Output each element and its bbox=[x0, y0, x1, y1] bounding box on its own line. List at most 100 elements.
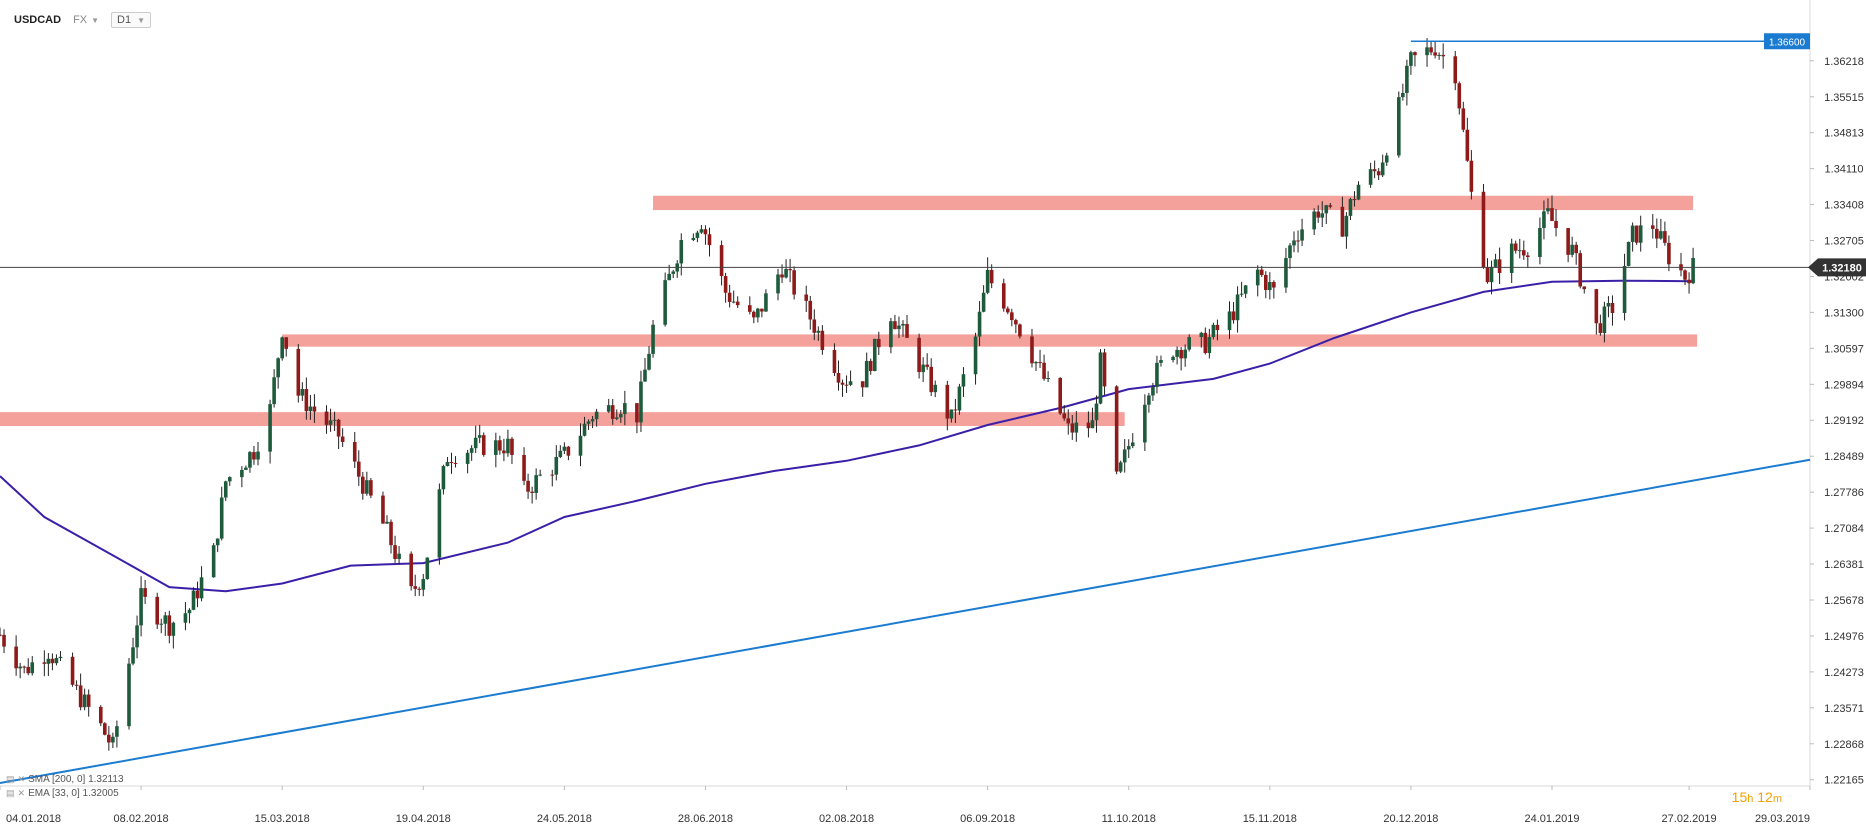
candle bbox=[1380, 154, 1385, 178]
candle bbox=[183, 602, 188, 631]
candle bbox=[26, 658, 31, 676]
candle bbox=[727, 284, 732, 308]
candle bbox=[498, 435, 502, 455]
candle bbox=[929, 358, 934, 396]
candle bbox=[897, 316, 901, 338]
candle bbox=[244, 465, 248, 470]
candle bbox=[1312, 208, 1316, 236]
candle bbox=[223, 480, 228, 502]
y-tick-label: 1.29192 bbox=[1824, 415, 1864, 427]
candle bbox=[945, 380, 950, 431]
candle bbox=[832, 343, 837, 377]
candle bbox=[1098, 349, 1103, 405]
candle bbox=[1066, 409, 1071, 435]
candle bbox=[1324, 204, 1329, 224]
candle bbox=[719, 240, 724, 286]
candle bbox=[752, 310, 756, 324]
candle bbox=[1074, 410, 1079, 442]
y-tick-label: 1.28489 bbox=[1824, 451, 1864, 463]
candle bbox=[252, 445, 256, 465]
candle bbox=[606, 398, 611, 413]
indicator-legend-sma[interactable]: ▤ ✕ SMA [200, 0] 1.32113 bbox=[6, 774, 124, 785]
candle bbox=[1058, 377, 1063, 416]
candle bbox=[481, 432, 486, 457]
candle bbox=[760, 308, 764, 318]
candle bbox=[1130, 433, 1135, 449]
close-icon[interactable]: ✕ bbox=[17, 788, 26, 798]
list-icon[interactable]: ▤ bbox=[6, 788, 15, 798]
candle bbox=[1610, 295, 1615, 326]
candle bbox=[1594, 288, 1599, 335]
y-tick-label: 1.30597 bbox=[1824, 343, 1864, 355]
candle bbox=[1034, 361, 1038, 372]
y-tick-label: 1.23571 bbox=[1824, 703, 1864, 715]
market-selector[interactable]: FX ▼ bbox=[73, 14, 99, 26]
candle bbox=[445, 457, 450, 467]
candle bbox=[663, 272, 667, 327]
candle bbox=[78, 673, 83, 711]
candle bbox=[1622, 253, 1627, 321]
timeframe-selector[interactable]: D1 ▼ bbox=[111, 12, 152, 28]
candle bbox=[365, 471, 369, 496]
indicator-legend-ema[interactable]: ▤ ✕ EMA [33, 0] 1.32005 bbox=[6, 788, 119, 799]
candle bbox=[989, 264, 994, 289]
candle bbox=[1288, 243, 1292, 269]
candle bbox=[98, 705, 103, 727]
timer-minutes: 12 bbox=[1757, 789, 1773, 805]
candle bbox=[582, 416, 587, 437]
candle bbox=[1513, 240, 1518, 254]
candle bbox=[594, 408, 599, 427]
candle bbox=[296, 344, 301, 403]
candle bbox=[308, 394, 313, 420]
candle bbox=[1147, 392, 1151, 413]
candle bbox=[1001, 278, 1006, 312]
candle bbox=[808, 295, 813, 330]
candle bbox=[42, 650, 47, 677]
close-icon[interactable]: ✕ bbox=[17, 774, 26, 784]
candle bbox=[840, 379, 845, 397]
symbol-label[interactable]: USDCAD bbox=[14, 14, 62, 26]
candle bbox=[1320, 201, 1325, 228]
candle bbox=[1489, 260, 1494, 295]
current-price-badge bbox=[1808, 258, 1866, 277]
candle bbox=[304, 377, 309, 420]
x-tick-label: 08.02.2018 bbox=[114, 813, 169, 825]
candle bbox=[268, 399, 272, 464]
list-icon[interactable]: ▤ bbox=[6, 774, 15, 784]
candle bbox=[473, 425, 478, 454]
candle bbox=[1272, 280, 1276, 299]
x-tick-label: 15.03.2018 bbox=[255, 813, 310, 825]
candle bbox=[868, 358, 873, 375]
candle bbox=[985, 257, 990, 295]
candle bbox=[1126, 439, 1131, 459]
candle bbox=[1018, 323, 1022, 339]
y-tick-label: 1.31300 bbox=[1824, 307, 1864, 319]
candle bbox=[804, 285, 809, 312]
candle bbox=[369, 478, 373, 499]
x-tick-label: 28.06.2018 bbox=[678, 813, 733, 825]
candle bbox=[1570, 236, 1574, 258]
candle bbox=[756, 307, 760, 323]
candle bbox=[1352, 191, 1357, 207]
candle bbox=[1655, 218, 1659, 249]
candle bbox=[1114, 385, 1119, 475]
candle bbox=[510, 437, 514, 465]
candle bbox=[1062, 405, 1067, 421]
candle bbox=[679, 233, 684, 276]
candle bbox=[530, 486, 534, 504]
y-tick-label: 1.27084 bbox=[1824, 523, 1864, 535]
candle bbox=[107, 726, 111, 751]
candle bbox=[1405, 59, 1409, 106]
timer-minutes-unit: m bbox=[1772, 793, 1782, 805]
candle bbox=[1143, 394, 1147, 452]
candle bbox=[1030, 328, 1034, 368]
candle bbox=[1602, 301, 1607, 343]
candle bbox=[1663, 221, 1667, 246]
candle bbox=[340, 428, 345, 447]
candle bbox=[1667, 235, 1671, 272]
candle-timer: 15h 12m bbox=[1732, 789, 1782, 805]
candle bbox=[623, 390, 627, 426]
candle bbox=[635, 403, 639, 434]
candle bbox=[723, 272, 728, 303]
